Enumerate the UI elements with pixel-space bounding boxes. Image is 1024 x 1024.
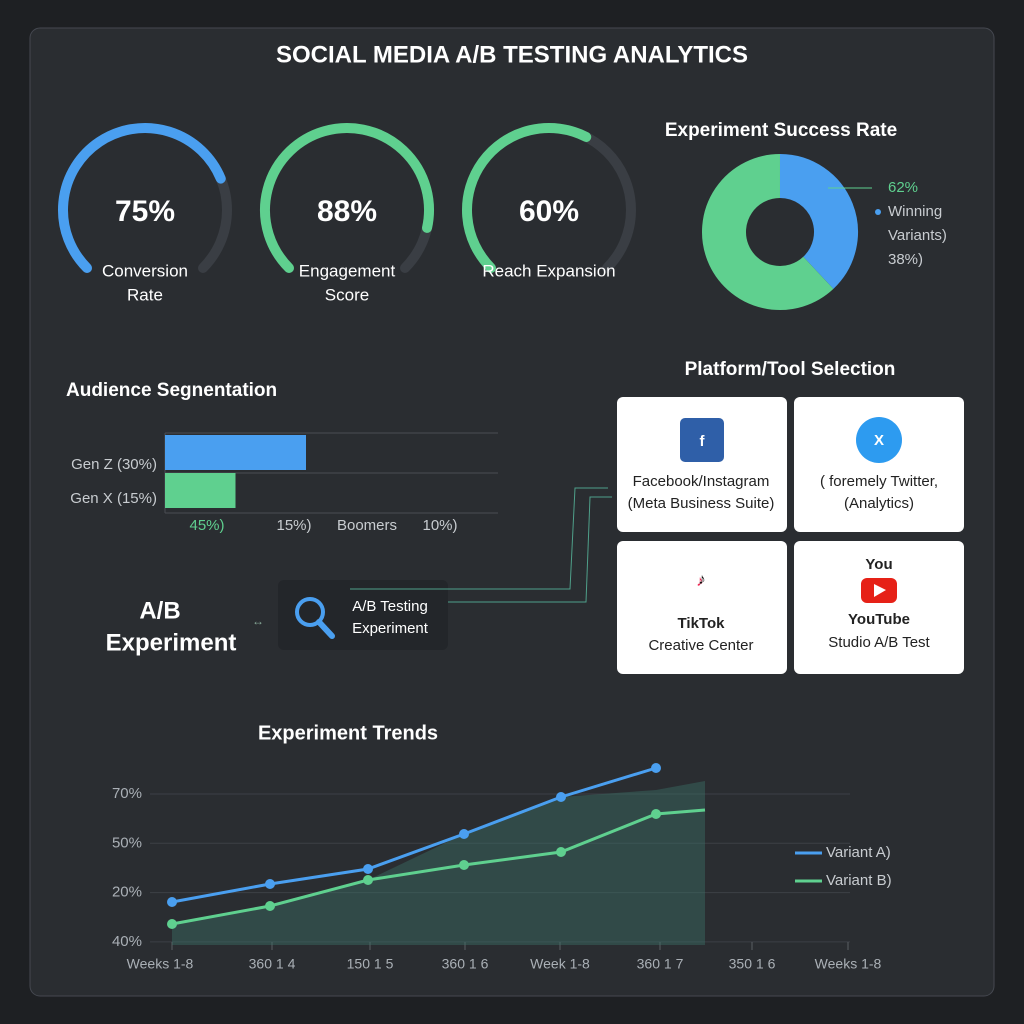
axis-label: 15%) (276, 517, 311, 534)
gauge-value: 60% (519, 195, 579, 228)
x-label: 360 1 7 (637, 956, 684, 972)
success-title: Experiment Success Rate (665, 120, 897, 141)
bars: Gen Z (30%) Gen X (15%) (70, 435, 306, 508)
legend-text: Variant B) (826, 872, 892, 889)
search-icon (295, 597, 325, 627)
box-text: Experiment (352, 620, 429, 637)
card-text: (Meta Business Suite) (628, 495, 775, 512)
card-text: YouTube (848, 611, 910, 628)
trends-title: Experiment Trends (258, 722, 438, 744)
legend-text: Variants) (888, 227, 947, 244)
gauge-value: 75% (115, 195, 175, 228)
axis-label: 45%) (189, 517, 224, 534)
facebook-icon (680, 418, 724, 462)
donut (702, 154, 858, 310)
card-text: TikTok (678, 615, 726, 632)
experiment-box (278, 580, 448, 650)
x-label: 360 1 4 (249, 956, 296, 972)
gauge-arc (462, 123, 592, 273)
y-label: 20% (112, 884, 142, 901)
card[interactable] (794, 541, 964, 674)
point (556, 792, 566, 802)
legend-text: Winning (888, 203, 942, 220)
bar (165, 435, 306, 470)
card[interactable] (794, 397, 964, 532)
x-label: 150 1 5 (347, 956, 394, 972)
donut-label: 38%) (888, 251, 923, 268)
x-icon (856, 417, 902, 463)
card-text: Creative Center (648, 637, 753, 654)
gauge-caption: Score (325, 285, 369, 304)
y-label: 50% (112, 834, 142, 851)
card-text: ( foremely Twitter, (820, 473, 938, 490)
experiment-title: A/B (139, 597, 180, 624)
point (556, 847, 566, 857)
youtube-icon (874, 584, 886, 597)
axis-label: 10%) (422, 517, 457, 534)
legend-dot (875, 209, 881, 215)
platform-cards: f Facebook/Instagram (Meta Business Suit… (617, 397, 964, 674)
card-text: You (865, 556, 892, 573)
experiment-title: Experiment (106, 629, 237, 656)
bar (165, 473, 236, 508)
donut-segment (702, 154, 834, 310)
y-label: 40% (112, 933, 142, 950)
tiktok-icon: ♪ (698, 571, 706, 588)
connector (448, 496, 612, 603)
card[interactable] (617, 541, 787, 674)
card-text: Facebook/Instagram (633, 473, 770, 490)
point (265, 879, 275, 889)
card[interactable] (617, 397, 787, 532)
x-label: 360 1 6 (442, 956, 489, 972)
bar-label: Gen Z (30%) (71, 456, 157, 473)
search-icon (316, 619, 335, 639)
gauge-arc (260, 123, 434, 273)
gauge-value: 88% (317, 195, 377, 228)
x-label: 350 1 6 (729, 956, 776, 972)
point (363, 875, 373, 885)
trend-area (172, 781, 705, 945)
variant-a-line (171, 766, 657, 904)
point (459, 860, 469, 870)
tiktok-icon: ♪ (696, 573, 704, 590)
x-label: Weeks 1-8 (815, 956, 882, 972)
gauges: 75% Conversion Rate 88% Engagement Score 60% Re… (58, 123, 636, 304)
box-text: A/B Testing (352, 598, 428, 615)
legend-text: Variant A) (826, 844, 891, 861)
variant-b-points (167, 809, 661, 929)
donut-segment (778, 154, 858, 289)
trend-grid: 70% 50% 20% 40% Weeks 1-8 360 1 4 150 1 5 360 1… (112, 785, 882, 972)
gauge-caption: Engagement (299, 261, 396, 280)
arrow: ↔ (252, 614, 264, 628)
platform-title: Platform/Tool Selection (685, 359, 896, 380)
donut-label: 62% (888, 179, 918, 196)
point (651, 809, 661, 819)
variant-a-points (167, 763, 661, 907)
point (363, 864, 373, 874)
x-label: Weeks 1-8 (127, 956, 194, 972)
y-label: 70% (112, 785, 142, 802)
x-icon: X (874, 432, 884, 449)
point (167, 897, 177, 907)
x-label: Week 1-8 (530, 956, 590, 972)
card-text: Studio A/B Test (828, 634, 930, 651)
point (459, 829, 469, 839)
facebook-icon: f (700, 433, 706, 450)
connector (350, 487, 608, 590)
gauge-caption: Reach Expansion (482, 261, 615, 280)
gauge-caption: Conversion (102, 261, 188, 280)
point (265, 901, 275, 911)
gauge-caption: Rate (127, 285, 163, 304)
bar-label: Gen X (15%) (70, 490, 157, 507)
axis-label: Boomers (337, 517, 397, 534)
audience-title: Audience Segnentation (66, 380, 277, 401)
point (651, 763, 661, 773)
title: SOCIAL MEDIA A/B TESTING ANALYTICS (276, 41, 748, 68)
gauge-arc (58, 123, 226, 273)
card-text: (Analytics) (844, 495, 914, 512)
point (167, 919, 177, 929)
